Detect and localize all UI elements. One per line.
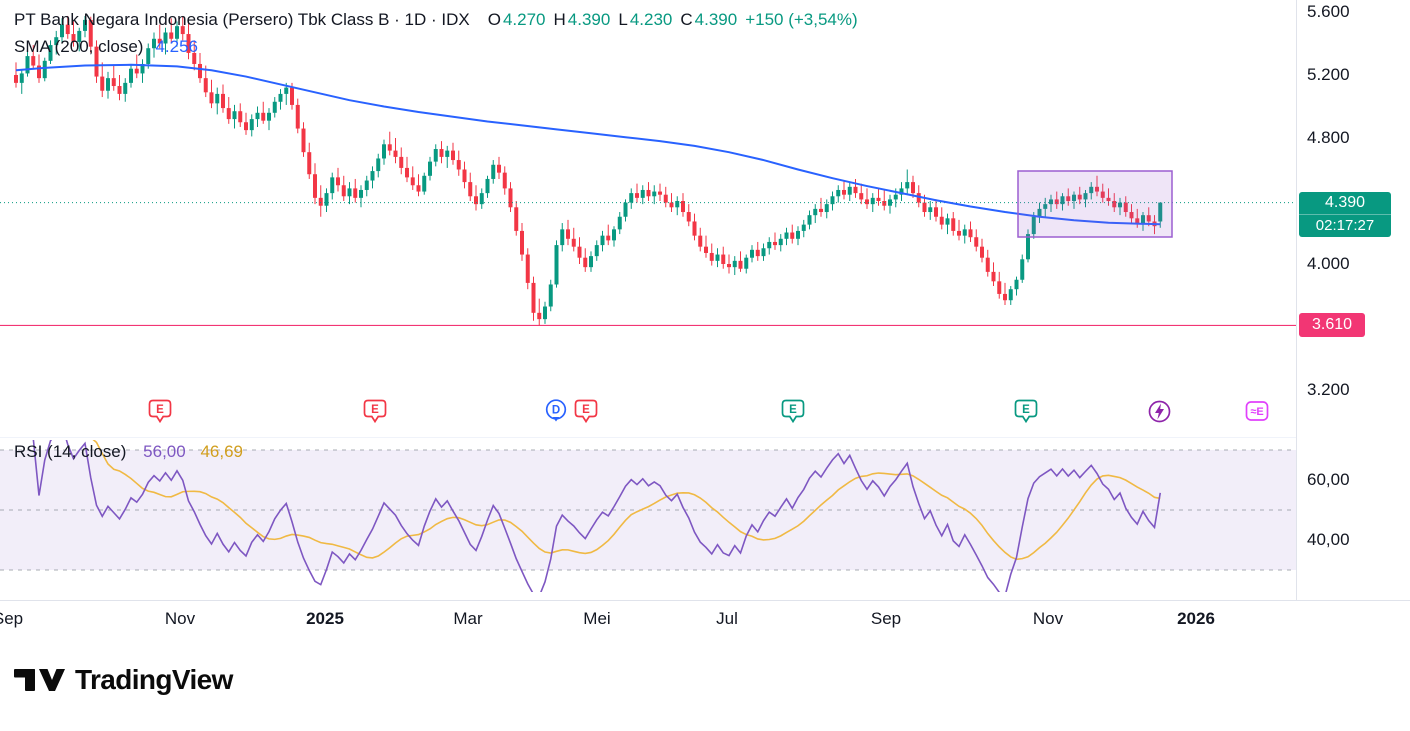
svg-text:≈E: ≈E bbox=[1250, 406, 1263, 418]
svg-text:E: E bbox=[789, 404, 797, 416]
flash-event-marker[interactable] bbox=[1146, 398, 1172, 425]
rsi-ma-line bbox=[92, 440, 1161, 561]
rsi-value: 56,00 bbox=[143, 442, 186, 461]
time-axis-label: Mei bbox=[583, 609, 611, 628]
time-axis-label: 2026 bbox=[1177, 609, 1215, 628]
svg-text:E: E bbox=[582, 404, 590, 416]
last-price-badge: 4.390 02:17:27 bbox=[1299, 191, 1391, 237]
symbol-title[interactable]: PT Bank Negara Indonesia (Persero) Tbk C… bbox=[14, 10, 470, 29]
tradingview-logo-mark bbox=[14, 669, 65, 691]
legend-row-sma: SMA (200, close) 4.256 bbox=[14, 33, 858, 60]
svg-text:E: E bbox=[1022, 404, 1030, 416]
ohlc-values: O 4.270 H 4.390 L 4.230 C 4.390 bbox=[480, 6, 737, 33]
ohlc-value: 4.270 bbox=[502, 10, 546, 29]
rsi-tick-label: 40,00 bbox=[1307, 530, 1350, 549]
earnings-marker[interactable]: E bbox=[147, 398, 173, 425]
pane-separator[interactable] bbox=[0, 437, 1296, 438]
sma-indicator-label[interactable]: SMA (200, close) bbox=[14, 37, 144, 56]
rsi-indicator-label[interactable]: RSI (14, close) bbox=[14, 442, 127, 461]
price-tick-label: 5.200 bbox=[1307, 65, 1350, 84]
ohlc-label: O bbox=[487, 10, 501, 29]
candles-layer bbox=[14, 15, 1163, 326]
price-change: +150 (+3,54%) bbox=[745, 10, 858, 29]
ohlc-label: L bbox=[618, 10, 628, 29]
time-axis-label: Jul bbox=[716, 609, 738, 628]
ohlc-value: 4.390 bbox=[694, 10, 738, 29]
earnings-marker[interactable]: E bbox=[780, 398, 806, 425]
earnings-estimate-marker[interactable]: ≈E bbox=[1244, 398, 1270, 425]
price-tick-label: 4.800 bbox=[1307, 128, 1350, 147]
tradingview-wordmark: TradingView bbox=[75, 664, 233, 695]
time-axis-label: Nov bbox=[1032, 609, 1064, 628]
svg-text:E: E bbox=[156, 404, 164, 416]
price-axis[interactable]: 4.390 02:17:27 3.610 5.600 5.200 4.800 4.00… bbox=[1296, 0, 1410, 600]
dividend-marker[interactable]: D bbox=[543, 398, 569, 425]
time-axis[interactable]: Sep Nov 2025 Mar Mei Jul Sep Nov 2026 bbox=[0, 600, 1410, 638]
chart-region: PT Bank Negara Indonesia (Persero) Tbk C… bbox=[0, 0, 1410, 639]
earnings-marker[interactable]: E bbox=[573, 398, 599, 425]
time-axis-label: Sep bbox=[870, 609, 902, 628]
rsi-tick-label: 60,00 bbox=[1307, 470, 1350, 489]
footer: TradingView bbox=[0, 638, 1410, 731]
time-axis-label: 2025 bbox=[306, 609, 344, 628]
last-price-value: 4.390 bbox=[1324, 193, 1366, 211]
ohlc-value: 4.230 bbox=[629, 10, 673, 29]
pattern-box[interactable] bbox=[1017, 170, 1173, 238]
tradingview-logo[interactable]: TradingView bbox=[14, 664, 233, 696]
sma-value: 4.256 bbox=[155, 37, 198, 56]
rsi-line bbox=[32, 440, 1162, 592]
ohlc-value: 4.390 bbox=[567, 10, 611, 29]
price-level-badge: 3.610 bbox=[1299, 313, 1365, 338]
svg-text:E: E bbox=[371, 404, 379, 416]
bar-countdown: 02:17:27 bbox=[1299, 213, 1391, 237]
events-strip: E E D E E E ≈E bbox=[0, 398, 1296, 428]
ohlc-label: C bbox=[680, 10, 693, 29]
rsi-layer[interactable] bbox=[22, 360, 1162, 596]
price-tick-label: 4.000 bbox=[1307, 254, 1350, 273]
svg-text:D: D bbox=[552, 405, 560, 417]
candlestick-chart[interactable] bbox=[0, 0, 1296, 600]
earnings-marker[interactable]: E bbox=[1013, 398, 1039, 425]
time-axis-label: Nov bbox=[164, 609, 196, 628]
sma200-line[interactable] bbox=[15, 63, 1161, 226]
earnings-marker[interactable]: E bbox=[362, 398, 388, 425]
price-tick-label: 3.200 bbox=[1307, 380, 1350, 399]
legend-row-symbol: PT Bank Negara Indonesia (Persero) Tbk C… bbox=[14, 6, 858, 33]
price-tick-label: 5.600 bbox=[1307, 2, 1350, 21]
ohlc-label: H bbox=[553, 10, 566, 29]
time-axis-label: Sep bbox=[0, 609, 24, 628]
time-axis-label: Mar bbox=[453, 609, 483, 628]
rsi-ma-value: 46,69 bbox=[200, 442, 243, 461]
rsi-legend: RSI (14, close) 56,00 46,69 bbox=[14, 442, 243, 462]
symbol-legend: PT Bank Negara Indonesia (Persero) Tbk C… bbox=[14, 6, 858, 60]
